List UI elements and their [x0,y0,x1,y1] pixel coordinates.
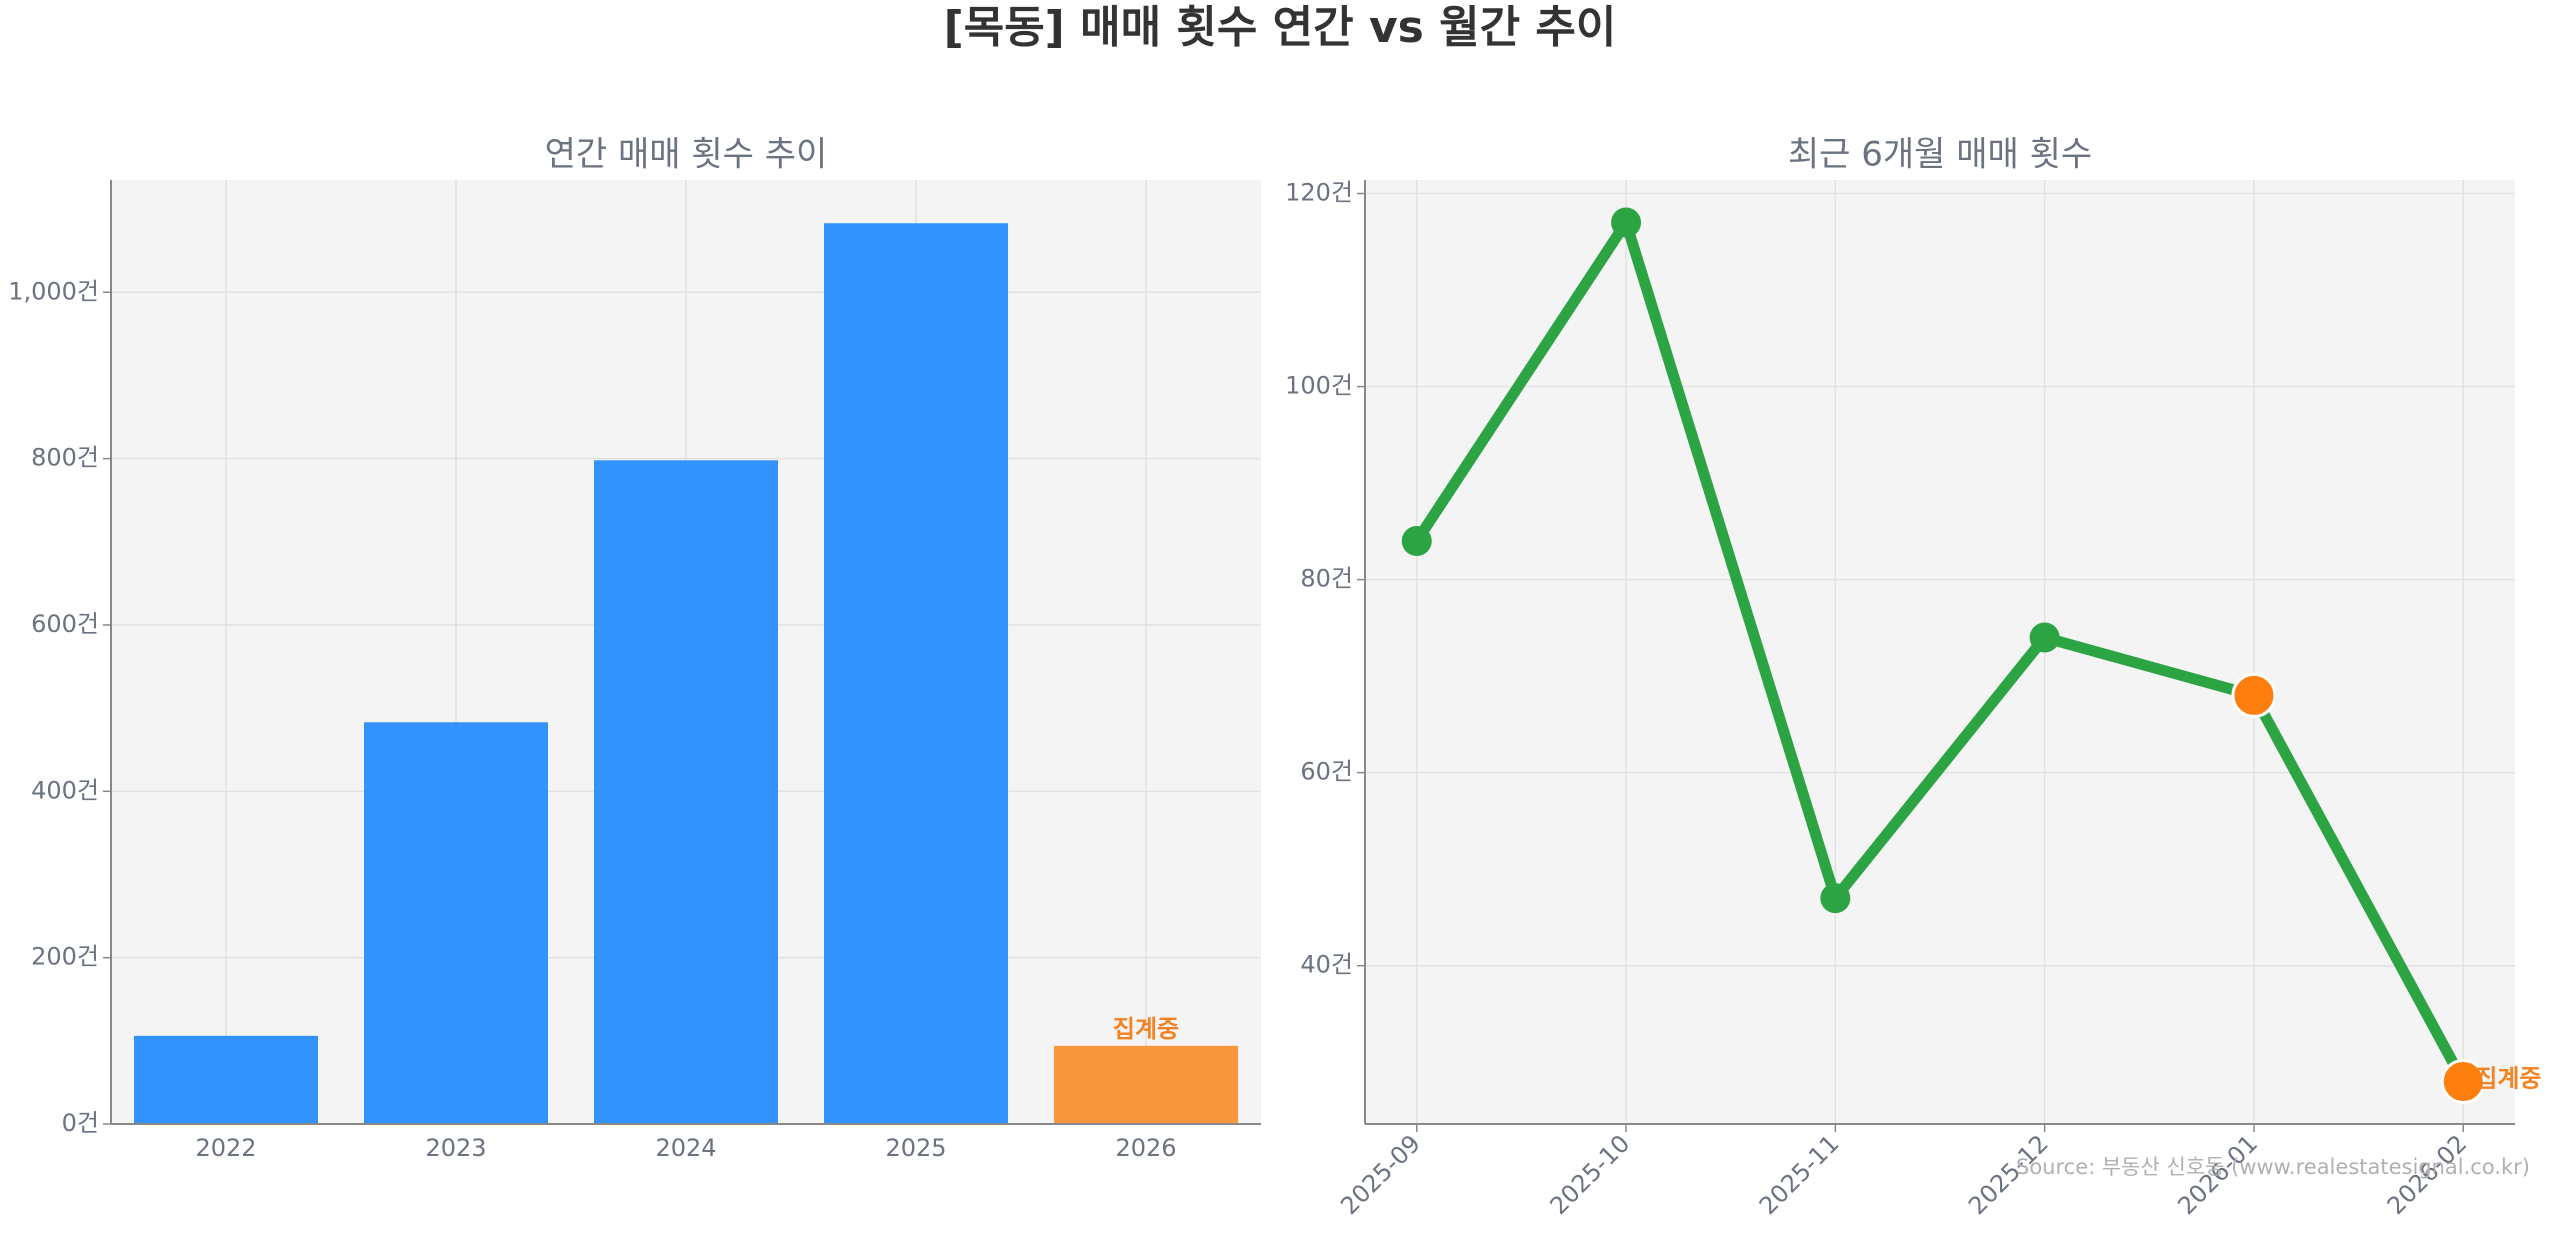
x-tick-label: 2025-10 [1545,1129,1636,1220]
line-marker [2231,672,2277,718]
point-annotation: 집계중 [2475,1065,2541,1093]
line-marker [1611,207,1642,238]
y-tick-label: 200건 [31,943,99,971]
x-tick-label: 2025-11 [1754,1129,1845,1220]
bar [824,223,1008,1125]
y-tick-label: 60건 [1300,758,1353,786]
x-tick-label: 2022 [195,1134,256,1162]
x-tick-label: 2025 [885,1134,946,1162]
line-marker [1820,883,1851,914]
line-marker [1401,525,1432,556]
y-tick-label: 80건 [1300,565,1353,593]
y-tick-label: 0건 [62,1109,99,1137]
subplot-title: 최근 6개월 매매 횟수 [1788,135,2092,175]
y-tick-label: 120건 [1285,179,1353,207]
line-marker [2029,622,2060,653]
x-tick-label: 2026 [1115,1134,1176,1162]
y-tick-label: 40건 [1300,951,1353,979]
x-tick-label: 2024 [655,1134,716,1162]
bar [594,460,778,1124]
y-tick-label: 400건 [31,776,99,804]
source-note: Source: 부동산 신호등 (www.realestatesignal.co… [2016,1155,2530,1179]
y-tick-label: 800건 [31,444,99,472]
bar-annotation: 집계중 [1113,1015,1179,1043]
y-tick-label: 1,000건 [8,277,99,305]
line-series [1412,216,2469,1085]
x-tick-label: 2025-09 [1335,1129,1426,1220]
subplot-title: 연간 매매 횟수 추이 [545,135,828,175]
y-tick-label: 100건 [1285,372,1353,400]
bar [134,1035,318,1124]
figure-title: [목동] 매매 횟수 연간 vs 월간 추이 [944,2,1617,53]
x-tick-label: 2023 [425,1134,486,1162]
bar [1054,1045,1238,1124]
line-marker [2440,1059,2486,1105]
bar [364,722,548,1124]
y-tick-label: 600건 [31,610,99,638]
plot-area [1365,180,2515,1124]
